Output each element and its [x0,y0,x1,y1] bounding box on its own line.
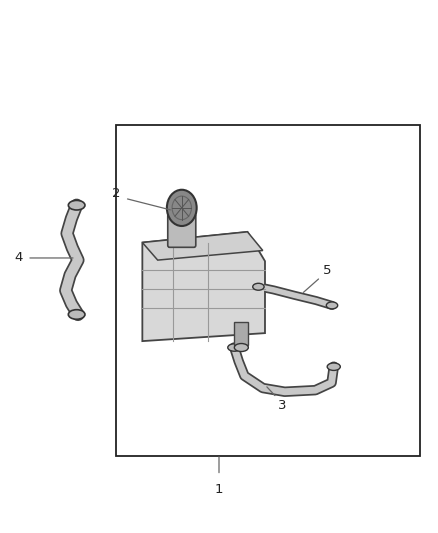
Ellipse shape [68,310,85,319]
Ellipse shape [68,200,85,210]
Ellipse shape [326,302,338,309]
Text: 3: 3 [278,399,287,411]
Text: 2: 2 [112,187,120,200]
Text: 5: 5 [323,264,332,277]
FancyBboxPatch shape [168,214,196,247]
Text: 4: 4 [14,252,23,264]
Ellipse shape [228,344,241,351]
Polygon shape [142,232,263,260]
Text: 1: 1 [215,483,223,496]
Bar [234,322,248,345]
Ellipse shape [327,363,340,370]
Bar [116,125,420,456]
Ellipse shape [234,344,248,352]
Circle shape [167,190,197,226]
Ellipse shape [253,284,264,290]
Polygon shape [142,232,265,341]
